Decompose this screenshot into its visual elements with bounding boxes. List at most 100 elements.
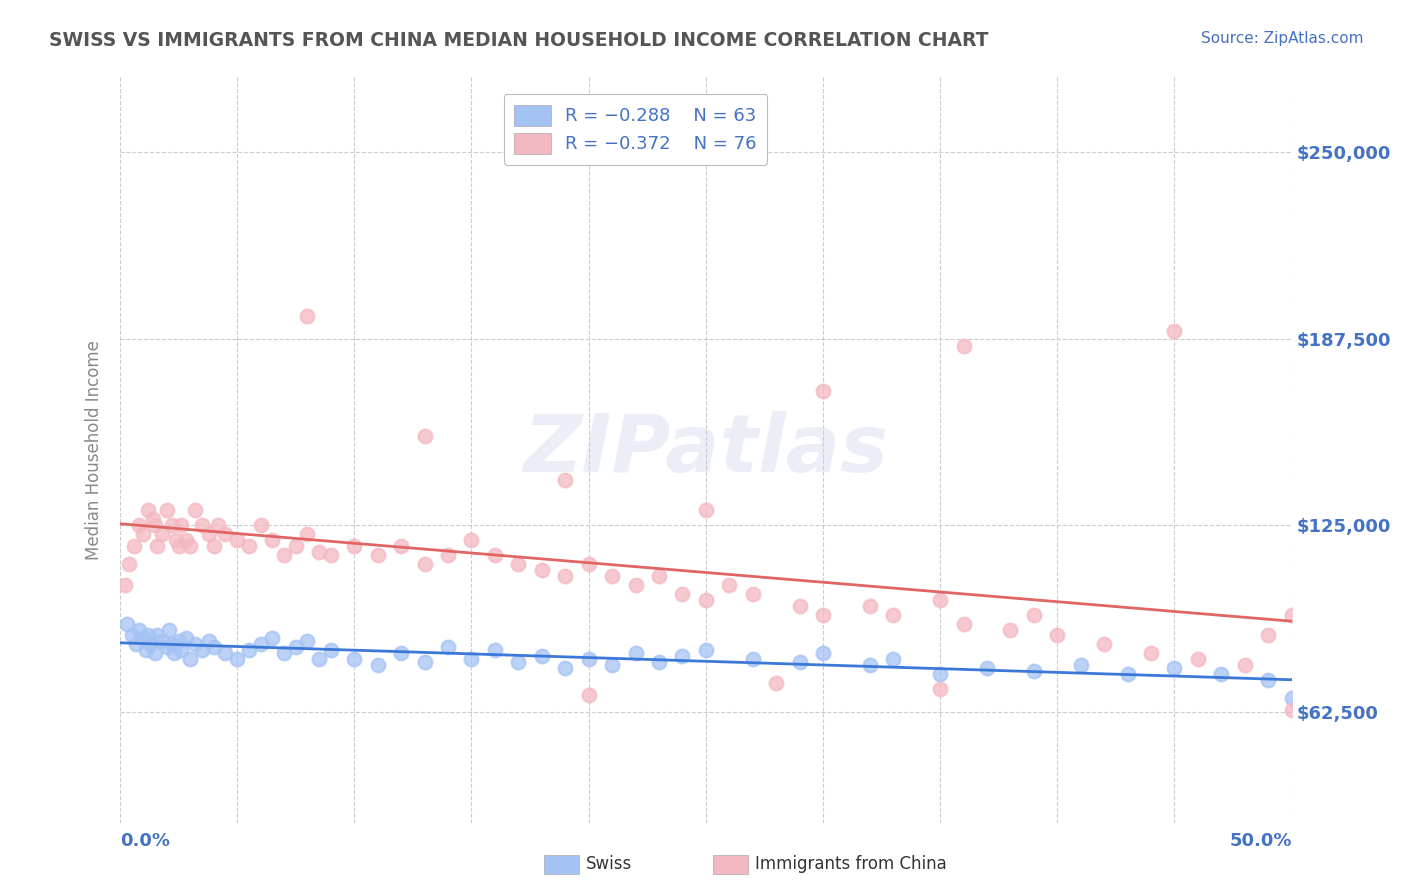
Point (1163, 661, 1185, 675)
Point (648, 569, 671, 583)
Point (115, 616, 138, 631)
Point (1116, 667, 1139, 681)
Point (179, 652, 201, 666)
Point (952, 339, 974, 353)
Point (741, 587, 763, 601)
Point (125, 637, 148, 651)
Point (718, 578, 741, 592)
Point (143, 646, 166, 660)
Point (179, 539, 201, 553)
Point (174, 533, 197, 547)
Point (1070, 658, 1092, 673)
Point (114, 578, 136, 592)
Point (929, 667, 952, 681)
Point (184, 503, 207, 517)
Point (578, 557, 600, 571)
Point (202, 640, 225, 655)
Point (284, 640, 307, 655)
Point (214, 646, 236, 660)
Point (214, 527, 236, 541)
Point (135, 643, 157, 657)
Point (170, 518, 193, 533)
Point (146, 628, 169, 642)
Point (1281, 691, 1303, 706)
Text: Immigrants from China: Immigrants from China (755, 855, 946, 872)
Point (624, 646, 647, 660)
Point (1092, 637, 1115, 651)
Point (165, 533, 187, 547)
Point (297, 527, 319, 541)
Point (1211, 667, 1233, 681)
Point (308, 652, 330, 666)
Point (136, 628, 159, 642)
Point (319, 643, 342, 657)
Point (198, 527, 221, 541)
Point (859, 658, 882, 673)
Point (929, 592, 952, 607)
Point (308, 545, 330, 559)
Point (160, 518, 183, 533)
Point (811, 384, 834, 398)
Point (811, 646, 834, 660)
Point (136, 503, 159, 517)
Point (741, 652, 763, 666)
Point (1000, 623, 1022, 637)
Point (554, 661, 576, 675)
Point (1022, 665, 1045, 679)
Point (484, 643, 506, 657)
Point (367, 658, 389, 673)
Point (226, 652, 249, 666)
Point (198, 634, 221, 648)
Text: Swiss: Swiss (586, 855, 633, 872)
Point (413, 656, 436, 670)
Point (262, 632, 284, 646)
Text: 50.0%: 50.0% (1229, 832, 1292, 850)
Point (170, 643, 193, 657)
Point (952, 616, 974, 631)
Point (1187, 652, 1209, 666)
Point (273, 646, 295, 660)
Point (695, 643, 717, 657)
Point (167, 634, 190, 648)
Point (1046, 628, 1069, 642)
Point (262, 533, 284, 547)
Point (695, 592, 717, 607)
Point (284, 539, 307, 553)
Point (156, 503, 179, 517)
Point (156, 640, 179, 655)
Text: 0.0%: 0.0% (120, 832, 170, 850)
Point (191, 643, 214, 657)
Point (249, 637, 271, 651)
Y-axis label: Median Household Income: Median Household Income (86, 341, 103, 560)
Point (554, 569, 576, 583)
Point (1163, 324, 1185, 338)
Point (128, 518, 150, 533)
Point (367, 548, 389, 562)
Point (648, 656, 671, 670)
Point (150, 634, 173, 648)
Point (1022, 607, 1045, 622)
Point (297, 634, 319, 648)
Point (789, 599, 811, 613)
Point (150, 527, 173, 541)
Point (226, 533, 249, 547)
Text: SWISS VS IMMIGRANTS FROM CHINA MEDIAN HOUSEHOLD INCOME CORRELATION CHART: SWISS VS IMMIGRANTS FROM CHINA MEDIAN HO… (49, 31, 988, 50)
Point (929, 682, 952, 697)
Point (249, 518, 271, 533)
Point (163, 646, 186, 660)
Point (765, 676, 787, 690)
Point (976, 661, 998, 675)
Point (437, 640, 460, 655)
Point (578, 688, 600, 702)
Point (167, 539, 190, 553)
Point (530, 649, 553, 664)
Point (530, 563, 553, 577)
Legend: R = −0.288    N = 63, R = −0.372    N = 76: R = −0.288 N = 63, R = −0.372 N = 76 (503, 94, 768, 164)
Point (343, 652, 366, 666)
Point (122, 539, 145, 553)
Point (695, 503, 717, 517)
Point (297, 309, 319, 323)
Point (238, 539, 260, 553)
Point (160, 637, 183, 651)
Point (600, 658, 623, 673)
